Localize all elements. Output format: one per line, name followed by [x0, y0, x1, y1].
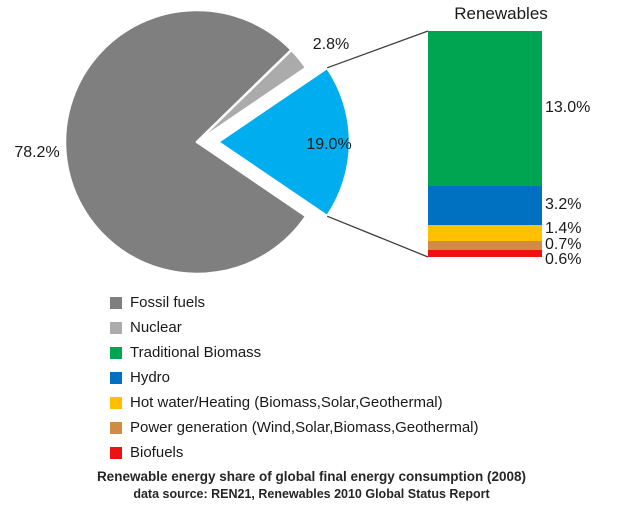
- legend-item-label: Fossil fuels: [130, 294, 206, 311]
- bar-label-hot-water-heating: 1.4%: [545, 220, 582, 237]
- renewables-stacked-bar: [428, 31, 542, 257]
- bar-title-renewables: Renewables: [454, 4, 548, 23]
- legend-swatch-icon: [110, 346, 122, 359]
- legend-item-label: Hydro: [130, 369, 171, 386]
- legend-item-fossil-fuels: Fossil fuels: [110, 290, 479, 315]
- legend-swatch-icon: [110, 396, 122, 409]
- pie-label-fossil-fuels: 78.2%: [14, 144, 60, 161]
- legend-item-hot-water-heating: Hot water/Heating (Biomass,Solar,Geother…: [110, 390, 479, 415]
- chart-caption-title: Renewable energy share of global final e…: [96, 469, 527, 484]
- legend-swatch-icon: [110, 421, 122, 434]
- legend-item-label: Power generation (Wind,Solar,Biomass,Geo…: [130, 419, 479, 436]
- pie-slice-renewables: [216, 66, 352, 218]
- pie-slice-fossil-fuels: [63, 8, 308, 276]
- pie-slice-nuclear: [195, 48, 308, 144]
- bar-segment-biofuels: [428, 249, 542, 257]
- legend-item-traditional-biomass: Traditional Biomass: [110, 340, 479, 365]
- connector-line-bottom: [326, 215, 429, 258]
- bar-label-hydro: 3.2%: [545, 196, 582, 213]
- legend-item-hydro: Hydro: [110, 365, 479, 390]
- bar-segment-power-generation-wind-solar-biomass-geothermal-: [428, 241, 542, 250]
- legend-item-biofuels: Biofuels: [110, 440, 479, 465]
- legend-item-label: Biofuels: [130, 444, 184, 461]
- legend-item-label: Traditional Biomass: [130, 344, 262, 361]
- chart-caption-source: data source: REN21, Renewables 2010 Glob…: [133, 487, 490, 501]
- bar-label-power-generation: 0.7%: [545, 236, 582, 253]
- legend-item-label: Hot water/Heating (Biomass,Solar,Geother…: [130, 394, 443, 411]
- bar-label-traditional-biomass: 13.0%: [545, 99, 591, 116]
- pie-label-renewables: 19.0%: [306, 136, 352, 153]
- bar-segment-hot-water-heating-biomass-solar-geothermal-: [428, 224, 542, 242]
- connector-line-top: [326, 30, 429, 69]
- legend-item-nuclear: Nuclear: [110, 315, 479, 340]
- legend-swatch-icon: [110, 296, 122, 309]
- legend-swatch-icon: [110, 371, 122, 384]
- pie-label-nuclear: 2.8%: [312, 36, 350, 53]
- legend: Fossil fuels Nuclear Traditional Biomass…: [110, 290, 479, 465]
- bar-segment-hydro: [428, 186, 542, 225]
- bar-label-biofuels: 0.6%: [545, 251, 582, 268]
- legend-swatch-icon: [110, 446, 122, 459]
- legend-item-power-generation: Power generation (Wind,Solar,Biomass,Geo…: [110, 415, 479, 440]
- legend-item-label: Nuclear: [130, 319, 182, 336]
- bar-segment-traditional-biomass: [428, 31, 542, 187]
- legend-swatch-icon: [110, 321, 122, 334]
